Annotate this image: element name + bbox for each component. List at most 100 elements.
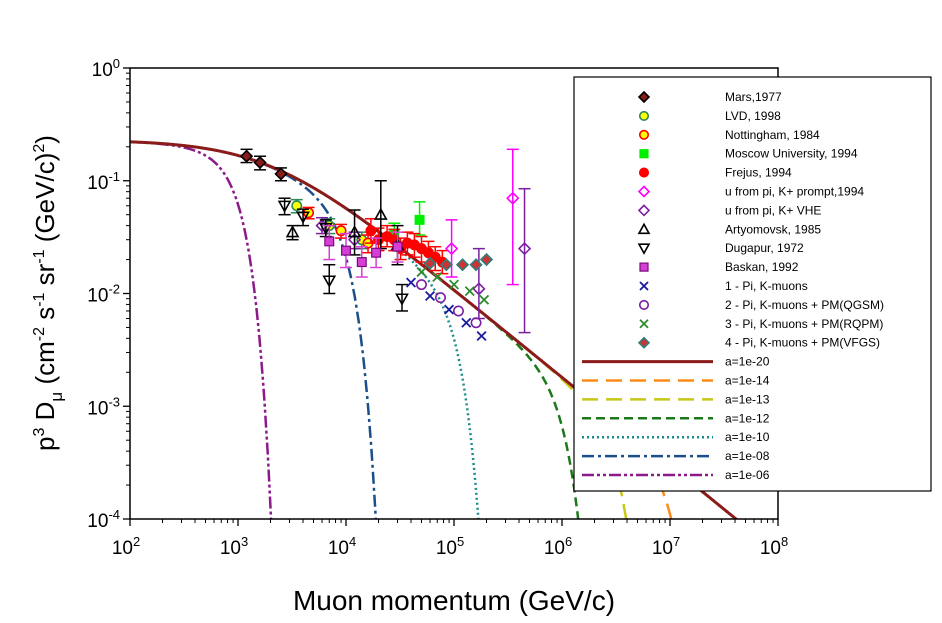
series-3 - Pi, K-muons + PM(RQPM)	[416, 267, 490, 305]
legend-marker	[637, 336, 651, 349]
legend-marker	[639, 262, 649, 272]
legend-marker	[638, 129, 650, 140]
data-point	[448, 279, 460, 290]
x-tick-label: 103	[220, 534, 248, 559]
data-point	[472, 282, 486, 296]
legend-item: 3 - Pi, K-muons + PM(RQPM)	[639, 317, 883, 331]
data-point	[253, 155, 267, 170]
data-point	[371, 247, 382, 258]
legend: Mars,1977 LVD, 1998 Nottingham, 1984 Moscow…	[573, 76, 932, 492]
x-tick-label: 108	[760, 534, 788, 559]
data-point	[324, 236, 335, 247]
legend-label: a=1e-12	[725, 411, 770, 425]
data-point	[291, 200, 303, 212]
x-axis-title: Muon momentum (GeV/c)	[293, 585, 615, 616]
x-tick-label: 104	[328, 534, 356, 559]
legend-label: LVD, 1998	[725, 109, 781, 123]
data-point	[277, 200, 292, 213]
legend-marker	[637, 243, 651, 255]
legend-item: Artyomovsk, 1985	[637, 222, 821, 236]
legend-label: u from pi, K+ prompt,1994	[725, 185, 864, 199]
legend-item: 4 - Pi, K-muons + PM(VFGS)	[637, 336, 880, 350]
legend-item: a=1e-06	[582, 468, 770, 482]
legend-item: a=1e-10	[582, 430, 770, 444]
data-point	[285, 225, 300, 238]
x-tick-label: 105	[436, 534, 464, 559]
data-point	[296, 211, 310, 224]
legend-label: Moscow University, 1994	[725, 147, 858, 161]
data-point	[432, 271, 443, 283]
series-Baskan, 1992	[323, 224, 404, 278]
legend-item: LVD, 1998	[638, 109, 781, 123]
legend-item: Dugapur, 1972	[637, 241, 804, 255]
legend-item: a=1e-08	[582, 449, 770, 463]
data-point	[455, 258, 470, 272]
data-point	[274, 167, 288, 181]
x-tick-label: 107	[652, 534, 680, 559]
legend-marker	[637, 204, 651, 217]
legend-marker	[638, 299, 650, 310]
legend-label: Mars,1977	[725, 90, 782, 104]
data-point	[506, 191, 520, 205]
data-point	[239, 149, 254, 163]
data-point	[435, 292, 446, 304]
data-point	[416, 267, 427, 278]
series-Mars,1977	[239, 148, 288, 182]
legend-item: Baskan, 1992	[639, 260, 799, 274]
data-point	[414, 214, 425, 225]
data-point	[392, 241, 403, 252]
legend-item: Mars,1977	[637, 90, 782, 104]
legend-label: a=1e-20	[725, 355, 770, 369]
legend-item: a=1e-20	[582, 355, 770, 369]
legend-marker	[637, 185, 651, 198]
data-point	[479, 252, 494, 267]
series-2 - Pi, K-muons + PM(QGSM)	[416, 279, 482, 329]
legend-label: Dugapur, 1972	[725, 241, 804, 255]
series-Frejus, 1994	[364, 218, 449, 275]
legend-item: u from pi, K+ prompt,1994	[637, 185, 864, 199]
data-point	[322, 275, 337, 288]
data-point	[347, 225, 362, 238]
y-tick-label: 10-3	[87, 394, 120, 419]
data-point	[444, 242, 459, 256]
legend-marker	[638, 110, 650, 121]
legend-item: Nottingham, 1984	[638, 128, 820, 142]
legend-marker	[637, 90, 651, 104]
y-tick-labels: 100 10-1 10-2 10-3 10-4	[87, 56, 120, 532]
legend-label: Frejus, 1994	[725, 166, 792, 180]
legend-item: 2 - Pi, K-muons + PM(QGSM)	[638, 298, 884, 312]
data-point	[416, 279, 427, 291]
legend-box	[573, 76, 932, 492]
data-point	[395, 293, 409, 306]
legend-label: a=1e-13	[725, 392, 770, 406]
series-u from pi, K+ prompt,1994	[444, 148, 520, 286]
legend-label: u from pi, K+ VHE	[725, 203, 821, 217]
data-point	[405, 277, 417, 288]
legend-label: a=1e-10	[725, 430, 770, 444]
legend-marker	[639, 319, 649, 329]
data-point	[423, 256, 437, 271]
data-point	[439, 258, 454, 272]
y-tick-label: 10-1	[87, 169, 120, 194]
data-point	[476, 330, 487, 342]
legend-marker	[638, 167, 650, 178]
data-point	[452, 305, 464, 317]
data-point	[461, 317, 472, 328]
legend-label: a=1e-14	[725, 374, 770, 388]
legend-label: Artyomovsk, 1985	[725, 222, 821, 236]
legend-label: Baskan, 1992	[725, 260, 799, 274]
y-tick-label: 100	[92, 56, 120, 81]
x-tick-labels: 102 103 104 105 106 107 108	[112, 534, 788, 559]
data-point	[517, 242, 532, 256]
series-1 - Pi, K-muons	[405, 277, 487, 342]
legend-item: a=1e-14	[582, 374, 770, 388]
legend-label: a=1e-06	[725, 468, 770, 482]
legend-marker	[639, 149, 649, 159]
legend-marker	[637, 222, 651, 235]
legend-item: Moscow University, 1994	[639, 147, 858, 161]
legend-item: a=1e-12	[582, 411, 770, 425]
y-axis-title: p3 Dμ (cm-2 s-1 sr-1 (GeV/c)2)	[30, 135, 66, 451]
legend-label: 3 - Pi, K-muons + PM(RQPM)	[725, 317, 883, 331]
legend-item: a=1e-13	[582, 392, 770, 406]
data-point	[479, 294, 490, 305]
